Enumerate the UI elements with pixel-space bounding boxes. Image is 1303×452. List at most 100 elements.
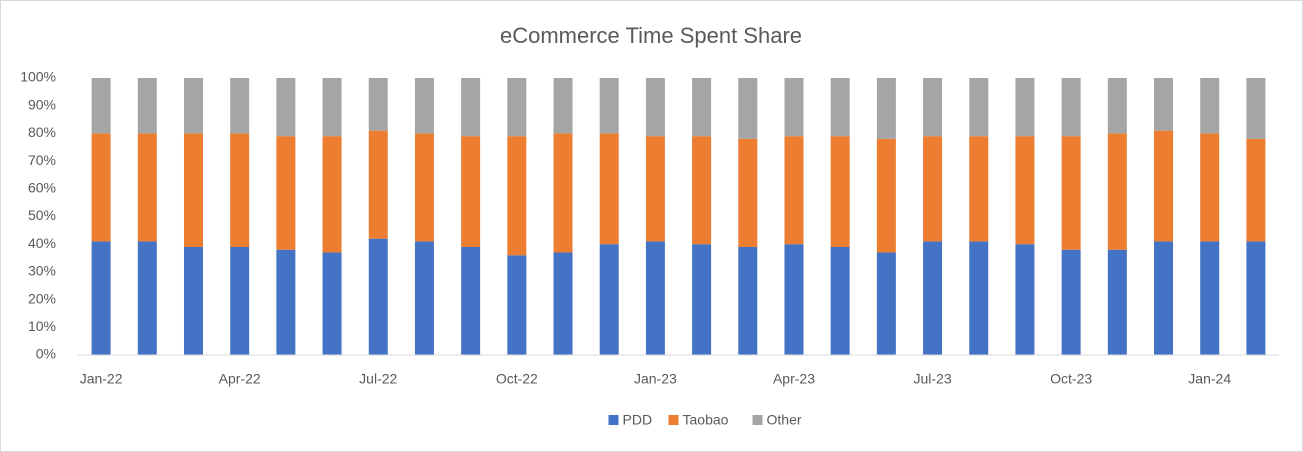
bar-segment bbox=[461, 136, 481, 247]
y-tick-label: 40% bbox=[28, 235, 56, 251]
bar-segment bbox=[1154, 78, 1174, 131]
y-tick-label: 0% bbox=[36, 346, 56, 362]
bar-segment bbox=[830, 136, 850, 247]
bar-segment bbox=[276, 249, 296, 355]
y-tick-label: 10% bbox=[28, 318, 56, 334]
bar-segment bbox=[368, 78, 388, 131]
bar-segment bbox=[183, 246, 203, 355]
bar-segment bbox=[276, 136, 296, 250]
bar-segment bbox=[1015, 78, 1035, 137]
bar-segment bbox=[692, 136, 712, 245]
bar-segment bbox=[1107, 78, 1127, 134]
legend-swatch bbox=[752, 415, 763, 425]
y-tick-label: 90% bbox=[28, 96, 56, 112]
bar-segment bbox=[923, 241, 943, 355]
bar-segment bbox=[692, 78, 712, 137]
y-tick-label: 30% bbox=[28, 263, 56, 279]
bar-segment bbox=[738, 78, 758, 139]
bar-segment bbox=[368, 238, 388, 355]
bar-segment bbox=[553, 78, 573, 134]
x-tick-label: Apr-23 bbox=[773, 371, 815, 387]
legend-swatch bbox=[668, 415, 679, 425]
y-tick-label: 20% bbox=[28, 290, 56, 306]
bar-segment bbox=[599, 244, 619, 355]
bar-segment bbox=[461, 246, 481, 355]
bar-segment bbox=[876, 78, 896, 139]
bar-segment bbox=[1061, 249, 1081, 355]
bar-segment bbox=[322, 136, 342, 253]
chart-title: eCommerce Time Spent Share bbox=[500, 23, 802, 48]
bar-segment bbox=[414, 78, 434, 134]
bar-segment bbox=[738, 138, 758, 247]
bar-segment bbox=[1200, 133, 1220, 242]
bar-segment bbox=[645, 78, 665, 137]
bar-segment bbox=[414, 241, 434, 355]
bar-segment bbox=[322, 252, 342, 355]
bar-segment bbox=[507, 255, 527, 355]
bar-segment bbox=[1107, 249, 1127, 355]
bar-segment bbox=[322, 78, 342, 137]
bar-segment bbox=[276, 78, 296, 137]
x-tick-label: Jan-23 bbox=[634, 371, 677, 387]
bar-segment bbox=[876, 138, 896, 253]
y-tick-label: 100% bbox=[20, 69, 56, 85]
legend-label: Taobao bbox=[683, 412, 729, 428]
bar-segment bbox=[738, 246, 758, 355]
bar-segment bbox=[830, 246, 850, 355]
x-tick-label: Apr-22 bbox=[219, 371, 261, 387]
bar-segment bbox=[830, 78, 850, 137]
bar-segment bbox=[1246, 78, 1266, 139]
legend-swatch bbox=[608, 415, 619, 425]
bar-segment bbox=[1154, 241, 1174, 355]
bar-segment bbox=[969, 241, 989, 355]
bar-segment bbox=[1061, 136, 1081, 250]
bar-segment bbox=[368, 130, 388, 239]
bar-segment bbox=[230, 78, 250, 134]
x-tick-label: Jan-22 bbox=[80, 371, 123, 387]
bar-segment bbox=[1246, 241, 1266, 355]
x-tick-label: Jul-23 bbox=[913, 371, 951, 387]
bar-segment bbox=[230, 246, 250, 355]
bar-segment bbox=[553, 133, 573, 253]
bar-segment bbox=[461, 78, 481, 137]
y-tick-label: 80% bbox=[28, 124, 56, 140]
bar-segment bbox=[183, 78, 203, 134]
bar-segment bbox=[1200, 241, 1220, 355]
y-tick-label: 70% bbox=[28, 152, 56, 168]
bar-segment bbox=[1154, 130, 1174, 242]
bar-segment bbox=[599, 133, 619, 245]
bar-segment bbox=[183, 133, 203, 247]
bar-segment bbox=[507, 136, 527, 256]
bar-segment bbox=[969, 136, 989, 242]
x-tick-label: Jan-24 bbox=[1188, 371, 1231, 387]
x-tick-label: Oct-22 bbox=[496, 371, 538, 387]
bar-segment bbox=[91, 241, 111, 355]
bar-segment bbox=[137, 241, 157, 355]
bar-segment bbox=[91, 78, 111, 134]
bar-segment bbox=[1061, 78, 1081, 137]
x-tick-label: Jul-22 bbox=[359, 371, 397, 387]
bar-segment bbox=[645, 241, 665, 355]
bar-segment bbox=[137, 78, 157, 134]
y-tick-label: 60% bbox=[28, 180, 56, 196]
bar-segment bbox=[599, 78, 619, 134]
bar-segment bbox=[692, 244, 712, 355]
bar-segment bbox=[645, 136, 665, 242]
bar-segment bbox=[784, 244, 804, 355]
bar-segment bbox=[1107, 133, 1127, 250]
bar-segment bbox=[507, 78, 527, 137]
bar-segment bbox=[876, 252, 896, 355]
bar-segment bbox=[230, 133, 250, 247]
bar-segment bbox=[784, 78, 804, 137]
bar-segment bbox=[1246, 138, 1266, 242]
bar-segment bbox=[784, 136, 804, 245]
bar-segment bbox=[91, 133, 111, 242]
bar-segment bbox=[414, 133, 434, 242]
bar-segment bbox=[1015, 244, 1035, 355]
bar-segment bbox=[137, 133, 157, 242]
bar-segment bbox=[923, 78, 943, 137]
bar-segment bbox=[553, 252, 573, 355]
bar-segment bbox=[969, 78, 989, 137]
bar-segment bbox=[1200, 78, 1220, 134]
